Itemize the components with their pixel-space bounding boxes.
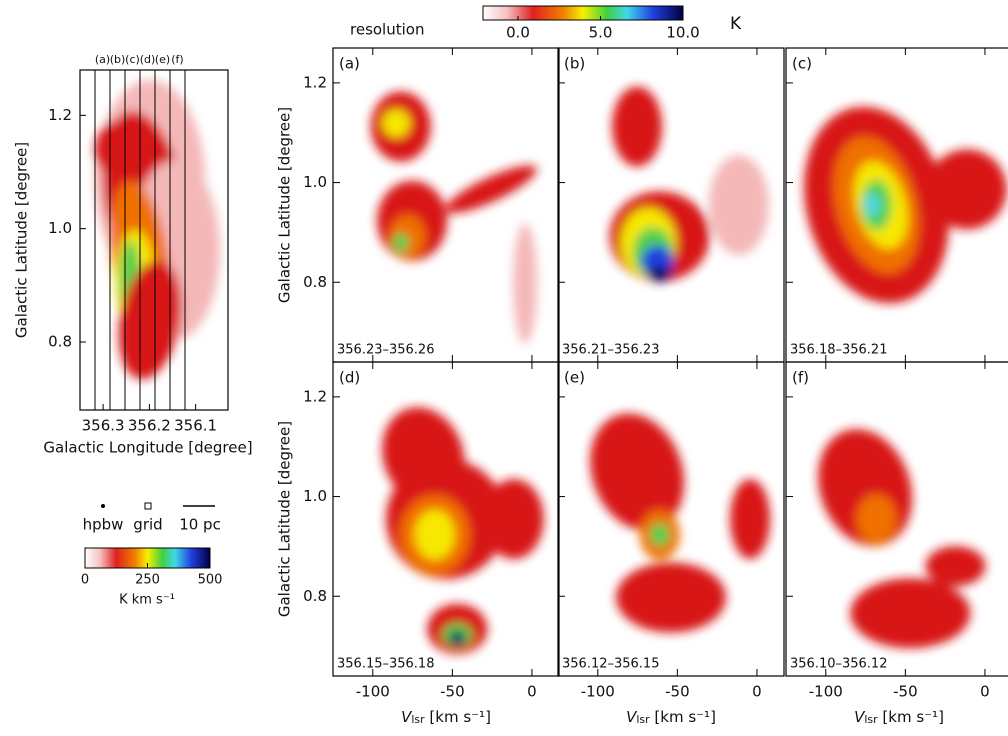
legend-label: 10 pc: [179, 516, 221, 534]
x-axis-label: Vlsr [km s⁻¹]: [401, 708, 491, 727]
colorbar-tick-label: 0: [81, 573, 89, 588]
x-axis-label-unit: [km s⁻¹]: [878, 708, 944, 726]
y-tick-label: 0.8: [48, 333, 72, 351]
slice-label: (f): [171, 53, 183, 66]
x-tick-label: 0: [752, 683, 762, 701]
beam-label: resolution: [350, 21, 424, 39]
emission: [445, 165, 537, 214]
panel-frame: [785, 361, 1008, 677]
slice-label: (d): [140, 53, 156, 66]
panel-range: 356.23–356.26: [337, 343, 434, 358]
hpbw-symbol: [101, 504, 105, 508]
y-tick-label: 1.0: [303, 173, 327, 191]
x-axis-label: Vlsr [km s⁻¹]: [626, 708, 716, 727]
panel-label: (f): [792, 369, 809, 387]
x-axis-label: Vlsr [km s⁻¹]: [854, 708, 944, 727]
x-axis-label-sub: lsr: [636, 713, 650, 726]
colorbar: [482, 5, 684, 21]
emission: [730, 479, 771, 559]
emission: [95, 120, 145, 180]
legend-label: hpbw: [83, 516, 124, 534]
emission: [925, 546, 986, 587]
colorbar-tick-label: 0.0: [506, 24, 530, 42]
x-tick-label: -100: [356, 683, 390, 701]
panel-frame: [332, 361, 560, 677]
emission: [414, 509, 455, 560]
y-tick-label: 1.2: [303, 387, 327, 405]
panel-label: (d): [339, 369, 360, 387]
slice-label: (e): [155, 53, 170, 66]
map-frame: [79, 69, 229, 411]
x-tick-label: 356.3: [82, 417, 125, 435]
emission: [392, 232, 409, 253]
emission: [926, 149, 1007, 230]
x-axis-label-unit: [km s⁻¹]: [650, 708, 716, 726]
x-axis-label-sub: lsr: [864, 713, 878, 726]
legend-label: grid: [133, 516, 162, 534]
slice-label: (b): [110, 53, 126, 66]
emission: [612, 86, 663, 167]
x-tick-label: 0: [980, 683, 990, 701]
colorbar-tick-label: 500: [198, 573, 223, 588]
x-tick-label: 356.1: [174, 417, 217, 435]
emission: [616, 562, 726, 633]
panel-range: 356.12–356.15: [562, 657, 659, 672]
x-axis-label-sub: lsr: [411, 713, 425, 726]
panel-range: 356.18–356.21: [790, 343, 887, 358]
panel-label: (b): [564, 55, 585, 73]
y-axis-label: Galactic Latitude [degree]: [276, 421, 294, 617]
x-tick-label: -100: [581, 683, 615, 701]
y-tick-label: 0.8: [303, 273, 327, 291]
emission: [449, 631, 466, 646]
panel-range: 356.10–356.12: [790, 657, 887, 672]
x-tick-label: -50: [893, 683, 918, 701]
x-axis-label-v: V: [854, 708, 866, 726]
emission: [118, 260, 182, 380]
grid-symbol: [144, 502, 152, 510]
y-axis-label: Galactic Latitude [degree]: [276, 107, 294, 303]
y-tick-label: 1.0: [303, 487, 327, 505]
emission: [708, 155, 769, 255]
x-axis-label-v: V: [626, 708, 638, 726]
y-tick-label: 0.8: [303, 587, 327, 605]
x-tick-label: 356.2: [128, 417, 171, 435]
colorbar-label: K: [730, 14, 742, 34]
y-tick-label: 1.0: [48, 219, 72, 237]
colorbar-label: K km s⁻¹: [119, 593, 175, 608]
colorbar-tick-label: 250: [135, 573, 160, 588]
panel-label: (a): [339, 55, 360, 73]
emission: [483, 479, 544, 559]
y-tick-label: 1.2: [48, 106, 72, 124]
emission: [590, 413, 685, 531]
colorbar-tick-label: 5.0: [589, 24, 613, 42]
x-axis-label-unit: [km s⁻¹]: [425, 708, 491, 726]
colorbar-tick-label: 10.0: [666, 24, 699, 42]
emission: [647, 266, 672, 283]
y-axis-label: Galactic Latitude [degree]: [13, 142, 31, 338]
slice-label: (a): [95, 53, 110, 66]
emission: [513, 223, 538, 344]
panel-range: 356.15–356.18: [337, 657, 434, 672]
emission: [382, 109, 411, 138]
x-tick-label: 0: [527, 683, 537, 701]
panel-range: 356.21–356.23: [562, 343, 659, 358]
emission: [850, 578, 971, 649]
emission: [863, 193, 880, 217]
emission: [856, 494, 897, 544]
x-tick-label: -50: [440, 683, 465, 701]
panel-frame: [557, 361, 785, 677]
panel-label: (c): [792, 55, 812, 73]
x-axis-label: Galactic Longitude [degree]: [43, 439, 252, 457]
x-axis-label-v: V: [401, 708, 413, 726]
x-tick-label: -50: [665, 683, 690, 701]
slice-label: (c): [125, 53, 140, 66]
emission: [649, 522, 670, 547]
panel-label: (e): [564, 369, 585, 387]
x-tick-label: -100: [809, 683, 843, 701]
y-tick-label: 1.2: [303, 73, 327, 91]
